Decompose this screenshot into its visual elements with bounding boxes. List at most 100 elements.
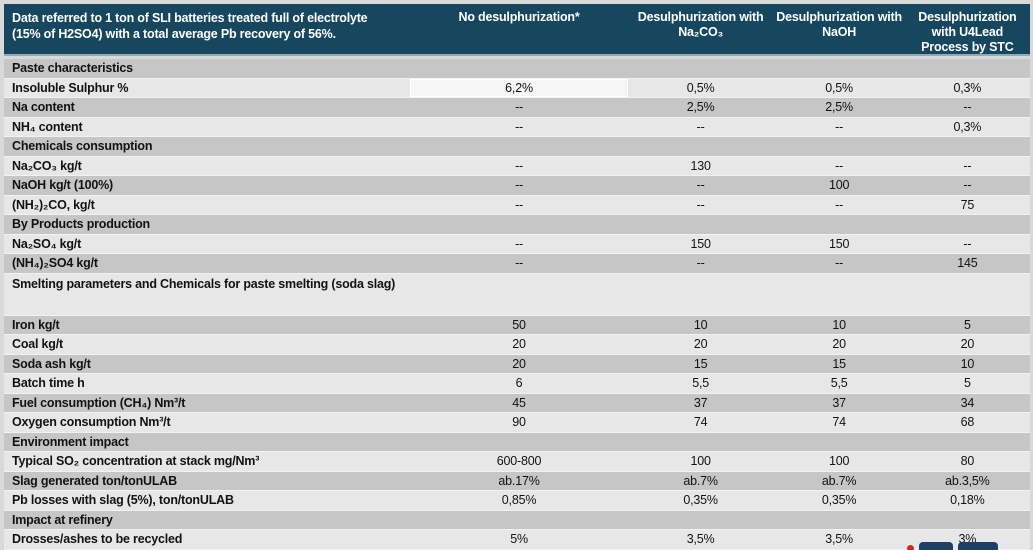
table-row: Soda ash kg/t 20 15 15 10: [4, 354, 1030, 374]
table-row: Typical SO₂ concentration at stack mg/Nm…: [4, 452, 1030, 472]
cell-na2co3: 0,5%: [686, 80, 715, 95]
table-row: Na₂SO₄ kg/t -- 150 150 --: [4, 234, 1030, 254]
cell-na2co3: 0,35%: [683, 493, 718, 507]
cell-no-desulphurization: --: [515, 256, 523, 270]
cell-naoh: 0,5%: [825, 80, 853, 95]
cell-naoh: 10: [832, 317, 846, 332]
cell-u4lead: 0,18%: [950, 493, 985, 507]
row-label: Paste characteristics: [12, 61, 133, 75]
table-row: (NH₄)₂SO4 kg/t -- -- -- 145: [4, 254, 1030, 274]
cell-na2co3: 15: [693, 356, 708, 371]
row-label: Coal kg/t: [12, 337, 63, 351]
cell-na2co3: 10: [693, 317, 708, 332]
table-row: Na₂CO₃ kg/t -- 130 -- --: [4, 156, 1030, 176]
table-row: NH₄ content -- -- -- 0,3%: [4, 117, 1030, 137]
cell-naoh: 3,5%: [825, 532, 853, 546]
cell-no-desulphurization: 0,85%: [501, 493, 537, 507]
cell-naoh: --: [835, 119, 844, 134]
table-row: By Products production: [4, 215, 1030, 235]
cell-u4lead: 5: [963, 376, 971, 390]
cell-na2co3: 74: [693, 415, 708, 429]
cell-naoh: 0,35%: [821, 493, 857, 507]
corner-header: Data referred to 1 ton of SLI batteries …: [12, 11, 368, 41]
cell-no-desulphurization: --: [515, 197, 523, 212]
table-row: Oxygen consumption Nm³/t 90 74 74 68: [4, 413, 1030, 433]
logo-red-dot-icon: [907, 545, 914, 550]
table-row: Chemicals consumption: [4, 137, 1030, 157]
desulphurization-comparison-table: Data referred to 1 ton of SLI batteries …: [4, 4, 1030, 550]
cell-no-desulphurization: 45: [512, 395, 526, 410]
column-header-no-desulphurization: No desulphurization*: [458, 10, 580, 24]
cell-no-desulphurization: --: [515, 119, 523, 134]
cell-no-desulphurization: --: [515, 236, 523, 251]
cell-no-desulphurization: 50: [512, 317, 526, 332]
cell-naoh: 100: [828, 178, 850, 192]
row-label: Slag generated ton/tonULAB: [12, 473, 177, 488]
cell-naoh: 5,5: [830, 376, 848, 390]
row-label: Na content: [12, 100, 75, 114]
cell-naoh: 15: [832, 356, 846, 371]
cell-no-desulphurization: 6: [515, 376, 523, 390]
table-row: Fuel consumption (CH₄) Nm³/t 45 37 37 34: [4, 393, 1030, 413]
cell-no-desulphurization: 6,2%: [410, 78, 628, 97]
cell-na2co3: 150: [690, 236, 711, 251]
table-row: Coal kg/t 20 20 20 20: [4, 335, 1030, 355]
cell-u4lead: 10: [960, 356, 975, 371]
cell-naoh: ab.7%: [821, 473, 857, 488]
logo-letterform-icon: [919, 542, 953, 550]
cell-no-desulphurization: --: [515, 158, 523, 173]
cell-naoh: 20: [832, 337, 846, 351]
row-label: (NH₂)₂CO, kg/t: [12, 197, 95, 212]
cell-naoh: 150: [828, 236, 850, 251]
cell-na2co3: 37: [693, 395, 708, 410]
cell-no-desulphurization: 20: [512, 337, 526, 351]
table-row: Impact at refinery: [4, 510, 1030, 530]
row-label: Iron kg/t: [12, 317, 60, 332]
partial-logo-icon: [907, 542, 1017, 550]
cell-u4lead: --: [963, 158, 972, 173]
row-label: Soda ash kg/t: [12, 356, 91, 371]
cell-na2co3: 3,5%: [686, 532, 715, 546]
table-row: Environment impact: [4, 432, 1030, 452]
table-body: Paste characteristics Insoluble Sulphur …: [4, 59, 1030, 550]
table-row: Paste characteristics: [4, 59, 1030, 79]
table-row: Iron kg/t 50 10 10 5: [4, 315, 1030, 335]
column-header-na2co3: Desulphurization with Na₂CO₃: [637, 10, 764, 39]
row-label: By Products production: [12, 217, 150, 231]
cell-u4lead: --: [963, 178, 972, 192]
table-row: Slag generated ton/tonULAB ab.17% ab.7% …: [4, 471, 1030, 491]
cell-na2co3: 5,5: [692, 376, 710, 390]
cell-no-desulphurization: --: [515, 100, 523, 114]
row-label: NH₄ content: [12, 119, 83, 134]
cell-no-desulphurization: 600-800: [496, 454, 542, 468]
logo-letterform-icon: [958, 542, 998, 550]
cell-u4lead: 80: [960, 454, 975, 468]
cell-u4lead: 20: [960, 337, 975, 351]
cell-no-desulphurization: 20: [512, 356, 526, 371]
cell-naoh: --: [835, 197, 844, 212]
table-row: Insoluble Sulphur % 6,2% 0,5% 0,5% 0,3%: [4, 78, 1030, 98]
cell-u4lead: 145: [957, 256, 978, 270]
cell-u4lead: 0,3%: [953, 119, 982, 134]
table-row: Batch time h 6 5,5 5,5 5: [4, 374, 1030, 394]
cell-no-desulphurization: --: [515, 178, 523, 192]
table-row: Drosses/ashes to be recycled 5% 3,5% 3,5…: [4, 530, 1030, 550]
row-label: NaOH kg/t (100%): [12, 178, 113, 192]
row-label: Environment impact: [12, 434, 129, 449]
column-header-naoh: Desulphurization with NaOH: [776, 10, 902, 39]
row-label: Fuel consumption (CH₄) Nm³/t: [12, 395, 186, 410]
table-row: Smelting parameters and Chemicals for pa…: [4, 273, 1030, 316]
cell-naoh: --: [835, 158, 844, 173]
cell-na2co3: --: [696, 256, 705, 270]
cell-naoh: --: [835, 256, 844, 270]
row-label: Insoluble Sulphur %: [12, 80, 129, 95]
cell-no-desulphurization: 90: [512, 415, 526, 429]
table-header-row: Data referred to 1 ton of SLI batteries …: [4, 4, 1030, 56]
column-header-u4lead: Desulphurization with U4Lead Process by …: [918, 10, 1017, 54]
cell-u4lead: 34: [960, 395, 975, 410]
cell-na2co3: --: [696, 197, 705, 212]
row-label: Na₂CO₃ kg/t: [12, 158, 82, 173]
cell-na2co3: 100: [690, 454, 711, 468]
cell-naoh: 2,5%: [825, 100, 853, 114]
cell-u4lead: --: [963, 100, 972, 114]
